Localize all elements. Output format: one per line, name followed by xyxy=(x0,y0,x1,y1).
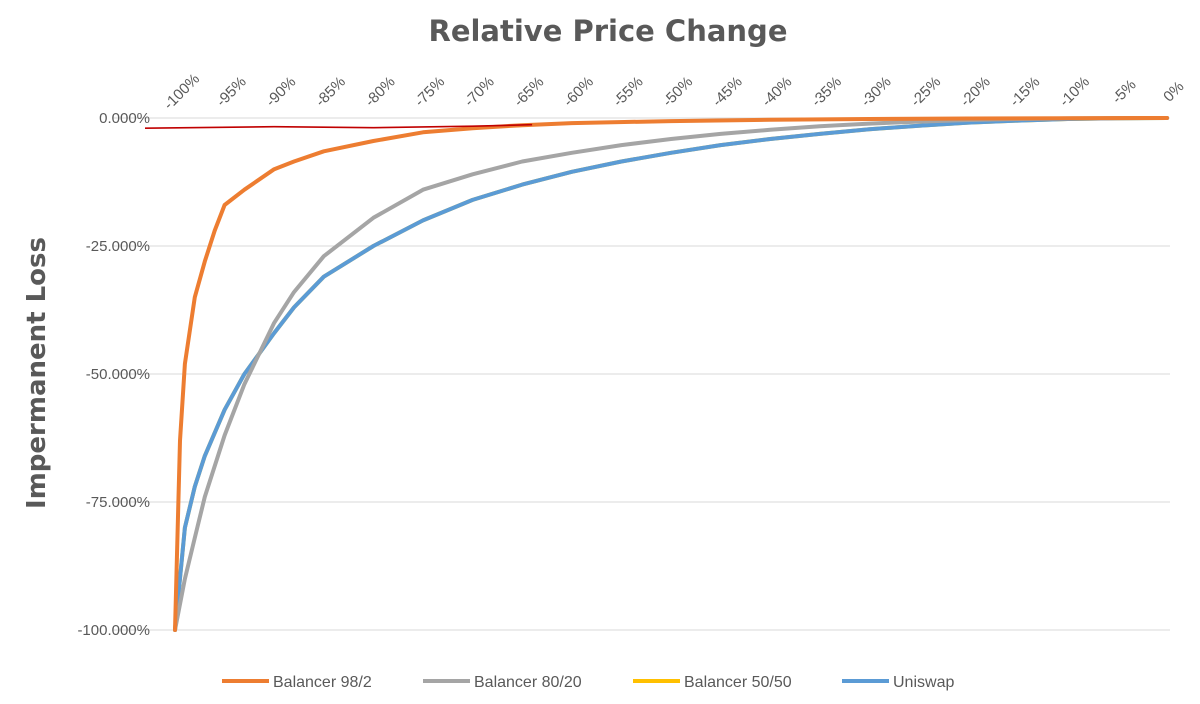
x-tick-label: -55% xyxy=(610,73,647,110)
annotation-line xyxy=(144,123,533,129)
legend-label: Balancer 50/50 xyxy=(684,674,792,691)
x-tick-label: -35% xyxy=(808,73,845,110)
x-tick-label: -50% xyxy=(659,73,696,110)
series-line-balancer-98-2 xyxy=(173,116,1169,632)
x-tick-label: -20% xyxy=(957,73,994,110)
x-tick-label: -100% xyxy=(160,70,203,113)
x-tick-label: -70% xyxy=(461,73,498,110)
legend: Balancer 98/2 Balancer 80/20 Balancer 50/5… xyxy=(222,674,954,691)
y-tick-label: -50.000% xyxy=(86,366,150,383)
x-tick-label: 0% xyxy=(1160,78,1187,105)
legend-label: Uniswap xyxy=(893,674,954,691)
y-tick-label: -100.000% xyxy=(77,622,150,639)
x-tick-label: -80% xyxy=(362,73,399,110)
x-tick-label: -90% xyxy=(263,73,300,110)
x-tick-label: -75% xyxy=(411,73,448,110)
x-tick-label: -10% xyxy=(1056,73,1093,110)
x-tick-label: -45% xyxy=(709,73,746,110)
x-tick-label: -65% xyxy=(511,73,548,110)
chart-title: Relative Price Change xyxy=(428,14,787,48)
gridlines xyxy=(112,117,1170,631)
series-line-uniswap xyxy=(173,116,1169,632)
y-axis-ticks: 0.000% -25.000% -50.000% -75.000% -100.000% xyxy=(77,110,150,639)
y-tick-label: -25.000% xyxy=(86,238,150,255)
y-tick-label: -75.000% xyxy=(86,494,150,511)
x-tick-label: -40% xyxy=(759,73,796,110)
x-tick-label: -5% xyxy=(1109,76,1140,107)
x-tick-label: -30% xyxy=(858,73,895,110)
series-lines xyxy=(144,116,1169,632)
legend-label: Balancer 98/2 xyxy=(273,674,372,691)
x-tick-label: -60% xyxy=(560,73,597,110)
y-axis-label: Impermanent Loss xyxy=(22,237,52,509)
legend-label: Balancer 80/20 xyxy=(474,674,582,691)
y-tick-label: 0.000% xyxy=(99,110,150,127)
x-tick-label: -15% xyxy=(1007,73,1044,110)
x-axis-ticks: -100% -95% -90% -85% -80% -75% -70% -65% -60% -55… xyxy=(160,70,1187,113)
x-tick-label: -85% xyxy=(312,73,349,110)
x-tick-label: -95% xyxy=(213,73,250,110)
x-tick-label: -25% xyxy=(907,73,944,110)
